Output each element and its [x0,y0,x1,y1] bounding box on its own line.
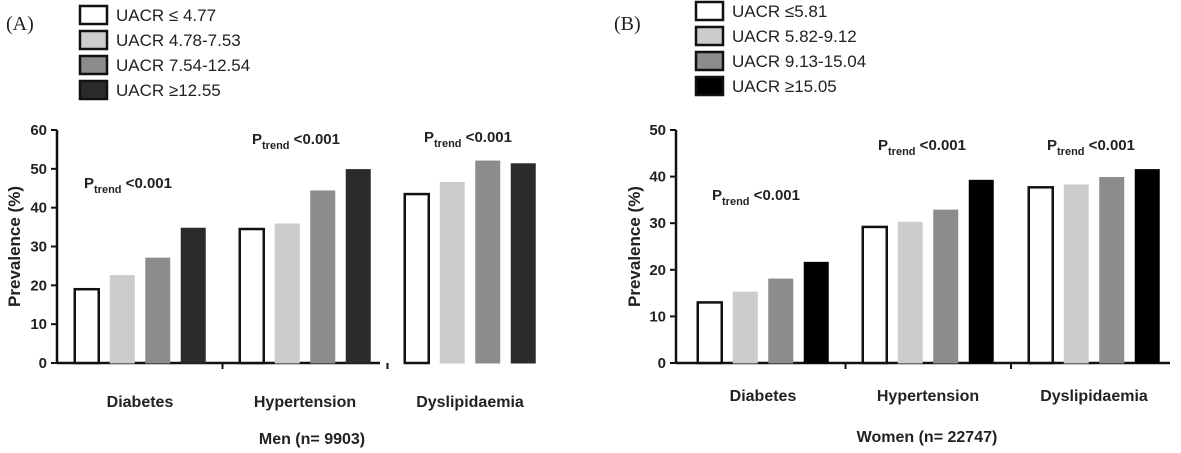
legend-label: UACR ≤ 4.77 [116,6,216,25]
legend-label: UACR 9.13-15.04 [732,52,866,71]
legend-swatch [694,0,725,22]
x-tick-label: Diabetes [730,388,797,405]
legend-swatch [694,75,725,97]
legend-label: UACR 4.78-7.53 [116,31,241,50]
p-trend-annotation: Ptrend <0.001 [84,175,172,196]
bar [403,192,430,365]
y-tick-label: 10 [649,308,666,325]
y-axis-label: Prevalence (%) [625,186,644,307]
bar [968,179,994,364]
bar [475,160,501,364]
legend-label: UACR 5.82-9.12 [732,27,857,46]
y-tick-label: 20 [30,277,47,294]
p-trend-annotation: Ptrend <0.001 [252,131,340,152]
bar [73,287,100,365]
legend-swatch [78,79,109,101]
x-tick-label: Dyslipidaemia [1040,388,1148,405]
legend-swatch [78,54,109,76]
y-tick-label: 0 [39,355,47,372]
bar [439,181,465,364]
bar [180,227,206,364]
bar [1027,186,1054,365]
p-trend-annotation: Ptrend <0.001 [424,129,512,150]
chart-panel-2: (B) UACR ≤5.81 UACR 5.82-9.12 UACR 9.13-15.… [614,0,1170,446]
legend-label: UACR 7.54-12.54 [116,56,250,75]
legend-swatch [694,25,725,47]
y-tick-label: 0 [658,355,666,372]
x-tick-label: Diabetes [107,394,174,411]
bar [145,257,171,364]
x-tick-label: Dyslipidaemia [416,394,524,411]
y-axis-label: Prevalence (%) [5,186,24,307]
bar [274,223,300,364]
bar [310,190,336,364]
y-tick-label: 30 [649,215,666,232]
y-tick-label: 50 [649,122,666,139]
p-trend-annotation: Ptrend <0.001 [1047,137,1135,158]
bar [768,278,794,364]
p-trend-annotation: Ptrend <0.001 [878,137,966,158]
chart-panel-1: (A) UACR ≤ 4.77 UACR 4.78-7.53 UACR 7.54-12… [5,4,536,448]
x-tick-label: Hypertension [877,388,979,405]
legend-label: UACR ≤5.81 [732,2,827,21]
panel-label: (B) [614,13,641,35]
bar [345,169,371,364]
bar [861,225,888,365]
bar [803,261,829,364]
legend-swatch [694,50,725,72]
bar [696,301,723,365]
bar [897,221,923,364]
y-tick-label: 40 [30,200,47,217]
bar [1099,177,1125,364]
bar [109,275,135,364]
bar [1063,184,1089,364]
bar [1134,169,1160,364]
x-axis-title: Men (n= 9903) [259,431,365,448]
y-tick-label: 30 [30,239,47,256]
y-tick-label: 60 [30,122,47,139]
legend-swatch [78,4,109,26]
p-trend-annotation: Ptrend <0.001 [712,187,800,208]
bar [510,163,536,364]
bar [933,209,959,364]
x-axis-title: Women (n= 22747) [857,429,998,446]
legend-label: UACR ≥12.55 [116,81,221,100]
y-tick-label: 20 [649,262,666,279]
y-tick-label: 50 [30,161,47,178]
legend-swatch [78,29,109,51]
x-tick-label: Hypertension [254,394,356,411]
y-tick-label: 10 [30,316,47,333]
bar [732,291,758,364]
y-tick-label: 40 [649,169,666,186]
bar [238,227,265,365]
legend-label: UACR ≥15.05 [732,77,837,96]
panel-label: (A) [6,13,34,35]
